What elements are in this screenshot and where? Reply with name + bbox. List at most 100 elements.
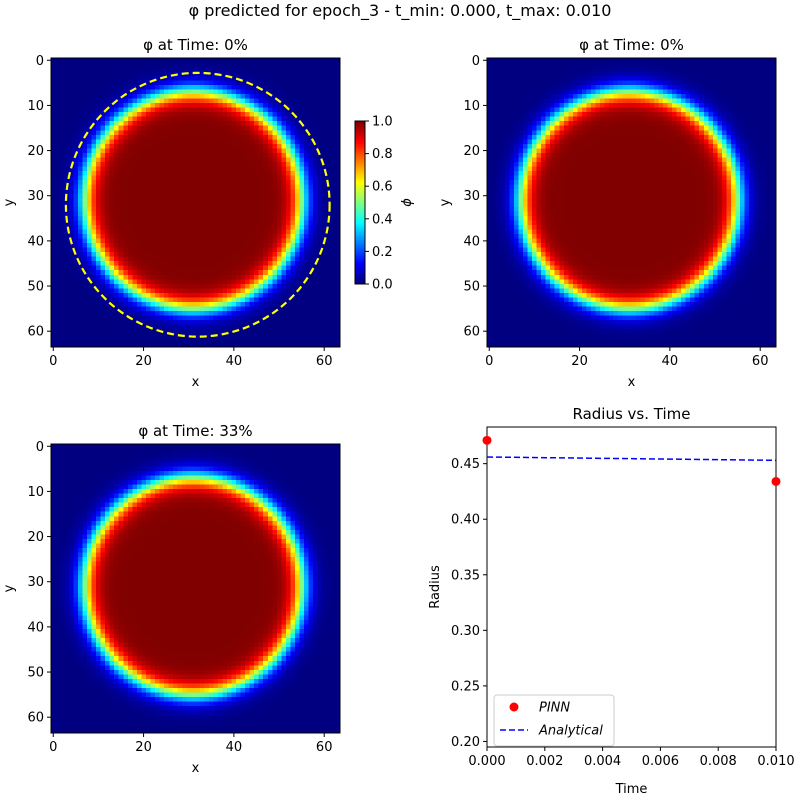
heatmap-cell	[281, 85, 287, 90]
heatmap-cell	[78, 71, 83, 77]
heatmap-cell	[100, 143, 106, 149]
heatmap-cell	[105, 121, 111, 127]
heatmap-cell	[55, 107, 61, 113]
heatmap-cell	[145, 103, 151, 109]
heatmap-cell	[145, 125, 151, 131]
heatmap-cell	[640, 71, 646, 77]
heatmap-cell	[514, 85, 519, 90]
heatmap-cell	[163, 261, 169, 267]
heatmap-cell	[136, 220, 142, 226]
heatmap-cell	[222, 252, 228, 258]
heatmap-cell	[335, 80, 341, 86]
heatmap-cell	[150, 315, 156, 321]
heatmap-cell	[195, 270, 201, 276]
heatmap-cell	[254, 256, 260, 262]
heatmap-cell	[200, 161, 205, 167]
heatmap-cell	[299, 125, 305, 131]
heatmap-cell	[272, 211, 278, 217]
heatmap-cell	[757, 98, 763, 104]
heatmap-cell	[64, 188, 70, 194]
heatmap-cell	[240, 202, 246, 208]
heatmap-cell	[330, 89, 336, 95]
heatmap-cell	[204, 121, 210, 127]
heatmap-cell	[299, 225, 305, 230]
heatmap-cell	[550, 107, 556, 113]
heatmap-cell	[118, 148, 124, 154]
heatmap-cell	[496, 107, 501, 113]
heatmap-cell	[491, 89, 497, 95]
heatmap-cell	[159, 297, 165, 303]
heatmap-cell	[69, 76, 74, 81]
heatmap-cell	[82, 252, 88, 258]
heatmap-cell	[150, 342, 156, 348]
heatmap-cell	[694, 62, 700, 68]
heatmap-cell	[195, 125, 201, 131]
y-tick-label: 10	[27, 99, 44, 114]
heatmap-cell	[308, 328, 314, 334]
heatmap-cell	[608, 98, 614, 104]
heatmap-cell	[73, 98, 79, 104]
heatmap-cell	[245, 337, 251, 343]
heatmap-cell	[64, 234, 70, 239]
heatmap-cell	[748, 98, 754, 104]
heatmap-cell	[685, 71, 691, 77]
heatmap-cell	[317, 288, 323, 294]
heatmap-cell	[82, 175, 88, 181]
heatmap-cell	[91, 161, 97, 167]
heatmap-cell	[154, 80, 160, 86]
heatmap-cell	[154, 175, 160, 181]
heatmap-cell	[231, 170, 237, 176]
heatmap-cell	[91, 301, 97, 307]
heatmap-cell	[303, 76, 309, 81]
heatmap-cell	[204, 324, 210, 330]
heatmap-cell	[249, 265, 255, 271]
heatmap-cell	[294, 62, 300, 68]
heatmap-cell	[554, 94, 560, 99]
heatmap-cell	[631, 103, 637, 109]
heatmap-cell	[51, 319, 56, 325]
heatmap-cell	[509, 71, 515, 77]
heatmap-cell	[168, 297, 174, 303]
heatmap-cell	[326, 58, 332, 63]
heatmap-cell	[559, 62, 565, 68]
heatmap-cell	[186, 229, 192, 235]
heatmap-cell	[91, 333, 97, 339]
heatmap-cell	[532, 94, 538, 99]
heatmap-cell	[263, 193, 269, 199]
heatmap-cell	[200, 279, 205, 285]
heatmap-cell	[572, 76, 578, 81]
heatmap-cell	[87, 220, 92, 226]
heatmap-cell	[330, 143, 336, 149]
heatmap-cell	[172, 319, 178, 325]
heatmap-cell	[186, 315, 192, 321]
heatmap-cell	[222, 121, 228, 127]
heatmap-cell	[123, 319, 129, 325]
heatmap-cell	[91, 279, 97, 285]
heatmap-cell	[586, 62, 592, 68]
heatmap-cell	[272, 188, 278, 194]
heatmap-cell	[127, 207, 133, 212]
heatmap-cell	[82, 288, 88, 294]
heatmap-cell	[276, 152, 282, 158]
heatmap-cell	[631, 94, 637, 99]
heatmap-cell	[249, 197, 255, 203]
heatmap-cell	[154, 139, 160, 145]
heatmap-cell	[186, 98, 192, 104]
heatmap-cell	[100, 175, 106, 181]
heatmap-cell	[294, 179, 300, 185]
heatmap-cell	[73, 134, 79, 140]
heatmap-cell	[227, 310, 232, 316]
heatmap-cell	[195, 80, 201, 86]
heatmap-cell	[136, 207, 142, 212]
heatmap-cell	[240, 148, 246, 154]
heatmap-cell	[87, 80, 92, 86]
heatmap-cell	[114, 238, 120, 244]
heatmap-cell	[222, 202, 228, 208]
heatmap-cell	[290, 315, 296, 321]
heatmap-cell	[240, 161, 246, 167]
heatmap-cell	[105, 301, 111, 307]
heatmap-cell	[236, 202, 242, 208]
heatmap-cell	[312, 301, 318, 307]
heatmap-cell	[96, 161, 102, 167]
heatmap-cell	[294, 85, 300, 90]
